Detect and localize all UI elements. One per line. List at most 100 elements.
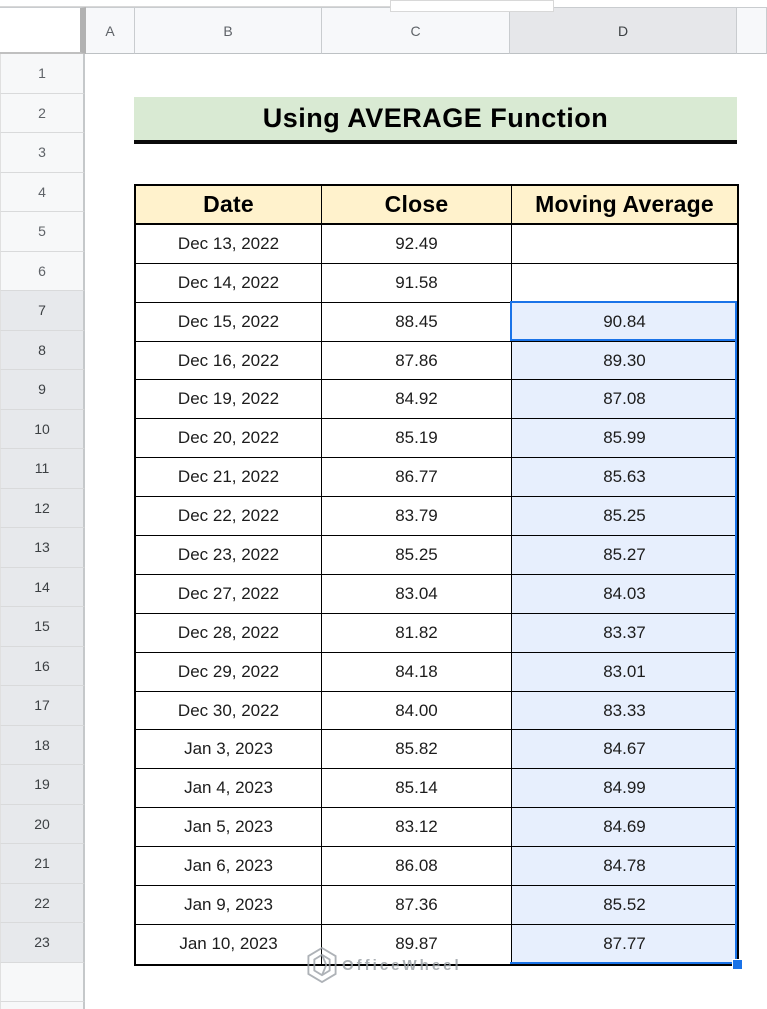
cell-close[interactable]: 89.87 [322, 924, 512, 964]
banner-text: Using AVERAGE Function [262, 103, 609, 133]
row-header-10[interactable]: 10 [0, 409, 85, 449]
row-header-clipped[interactable] [0, 1002, 85, 1009]
cell-moving-average[interactable] [512, 224, 737, 264]
cell-date[interactable]: Dec 16, 2022 [136, 341, 322, 381]
cell-close[interactable]: 83.12 [322, 808, 512, 848]
column-header-B[interactable]: B [135, 7, 322, 54]
row-header-18[interactable]: 18 [0, 725, 85, 765]
cell-close[interactable]: 83.79 [322, 497, 512, 537]
toolbar-bottom-edge [0, 6, 390, 7]
cell-date[interactable]: Jan 6, 2023 [136, 847, 322, 887]
fill-handle[interactable] [732, 959, 743, 970]
cell-moving-average[interactable]: 83.01 [512, 652, 737, 692]
cell-date[interactable]: Dec 20, 2022 [136, 419, 322, 459]
row-header-19[interactable]: 19 [0, 765, 85, 805]
selection-range-bottom-border [510, 961, 737, 964]
row-header-3[interactable]: 3 [0, 133, 85, 173]
row-header-14[interactable]: 14 [0, 567, 85, 607]
cell-moving-average[interactable]: 84.69 [512, 808, 737, 848]
cell-moving-average[interactable]: 84.03 [512, 574, 737, 614]
row-header-2[interactable]: 2 [0, 93, 85, 133]
row-header-5[interactable]: 5 [0, 212, 85, 252]
title-banner-cell[interactable]: Using AVERAGE Function [134, 97, 737, 144]
cell-date[interactable]: Jan 9, 2023 [136, 886, 322, 925]
cell-date[interactable]: Dec 19, 2022 [136, 380, 322, 420]
cell-date[interactable]: Dec 22, 2022 [136, 497, 322, 537]
cell-moving-average[interactable]: 84.78 [512, 847, 737, 887]
row-header-15[interactable]: 15 [0, 607, 85, 647]
cell-close[interactable]: 85.82 [322, 730, 512, 770]
cell-close[interactable]: 84.00 [322, 691, 512, 731]
toolbar-control-fragment [390, 0, 554, 12]
cell-moving-average[interactable]: 84.67 [512, 730, 737, 770]
cell-moving-average[interactable]: 85.27 [512, 536, 737, 575]
column-header-A[interactable]: A [86, 7, 135, 54]
row-header-6[interactable]: 6 [0, 251, 85, 291]
cell-date[interactable]: Dec 14, 2022 [136, 263, 322, 303]
cell-date[interactable]: Dec 27, 2022 [136, 574, 322, 614]
cell-moving-average[interactable]: 87.08 [512, 380, 737, 420]
cell-date[interactable]: Dec 28, 2022 [136, 613, 322, 653]
cell-close[interactable]: 84.92 [322, 380, 512, 420]
table-header-moving-average[interactable]: Moving Average [512, 186, 737, 225]
column-header-D[interactable]: D [510, 7, 737, 54]
row-header-16[interactable]: 16 [0, 646, 85, 686]
cell-date[interactable]: Dec 15, 2022 [136, 302, 322, 342]
row-header-13[interactable]: 13 [0, 528, 85, 568]
cell-close[interactable]: 84.18 [322, 652, 512, 692]
column-header-clipped[interactable] [737, 7, 767, 54]
row-header-8[interactable]: 8 [0, 330, 85, 370]
row-header-22[interactable]: 22 [0, 883, 85, 923]
row-header-7[interactable]: 7 [0, 291, 85, 331]
cell-date[interactable]: Dec 23, 2022 [136, 536, 322, 575]
table-header-close[interactable]: Close [322, 186, 512, 225]
row-header-23[interactable]: 23 [0, 923, 85, 963]
row-header-9[interactable]: 9 [0, 370, 85, 410]
selection-range-right-border [734, 301, 737, 964]
row-header-11[interactable]: 11 [0, 449, 85, 489]
cell-date[interactable]: Dec 29, 2022 [136, 652, 322, 692]
table-header-date[interactable]: Date [136, 186, 322, 225]
cell-moving-average[interactable]: 83.33 [512, 691, 737, 731]
cell-close[interactable]: 81.82 [322, 613, 512, 653]
cell-close[interactable]: 86.08 [322, 847, 512, 887]
cell-moving-average[interactable]: 87.77 [512, 924, 737, 964]
cell-moving-average[interactable]: 85.25 [512, 497, 737, 537]
cell-close[interactable]: 87.86 [322, 341, 512, 381]
data-table: Date Close Moving Average Dec 13, 2022 92.49… [134, 184, 739, 966]
row-header-clipped[interactable] [0, 962, 85, 1002]
row-header-1[interactable]: 1 [0, 54, 85, 94]
cell-close[interactable]: 88.45 [322, 302, 512, 342]
row-header-21[interactable]: 21 [0, 844, 85, 884]
cell-date[interactable]: Jan 3, 2023 [136, 730, 322, 770]
cell-close[interactable]: 85.19 [322, 419, 512, 459]
cell-moving-average[interactable]: 85.63 [512, 458, 737, 498]
cell-date[interactable]: Dec 30, 2022 [136, 691, 322, 731]
cell-moving-average[interactable] [512, 263, 737, 303]
cell-date[interactable]: Jan 4, 2023 [136, 769, 322, 809]
column-header-C[interactable]: C [322, 7, 510, 54]
cell-close[interactable]: 87.36 [322, 886, 512, 925]
cell-close[interactable]: 91.58 [322, 263, 512, 303]
cell-moving-average[interactable]: 89.30 [512, 341, 737, 381]
select-all-corner[interactable] [0, 7, 86, 54]
cell-moving-average[interactable]: 83.37 [512, 613, 737, 653]
cell-close[interactable]: 83.04 [322, 574, 512, 614]
cell-moving-average[interactable]: 85.52 [512, 886, 737, 925]
cell-date[interactable]: Jan 10, 2023 [136, 924, 322, 964]
cell-date[interactable]: Dec 21, 2022 [136, 458, 322, 498]
cell-close[interactable]: 85.14 [322, 769, 512, 809]
cell-close[interactable]: 86.77 [322, 458, 512, 498]
row-header-12[interactable]: 12 [0, 488, 85, 528]
cell-date[interactable]: Jan 5, 2023 [136, 808, 322, 848]
row-header-20[interactable]: 20 [0, 804, 85, 844]
row-header-17[interactable]: 17 [0, 686, 85, 726]
cell-date[interactable]: Dec 13, 2022 [136, 224, 322, 264]
cell-close[interactable]: 85.25 [322, 536, 512, 575]
row-header-4[interactable]: 4 [0, 172, 85, 212]
cell-moving-average[interactable]: 84.99 [512, 769, 737, 809]
cell-close[interactable]: 92.49 [322, 224, 512, 264]
cell-moving-average[interactable]: 90.84 [512, 302, 737, 342]
cell-moving-average[interactable]: 85.99 [512, 419, 737, 459]
